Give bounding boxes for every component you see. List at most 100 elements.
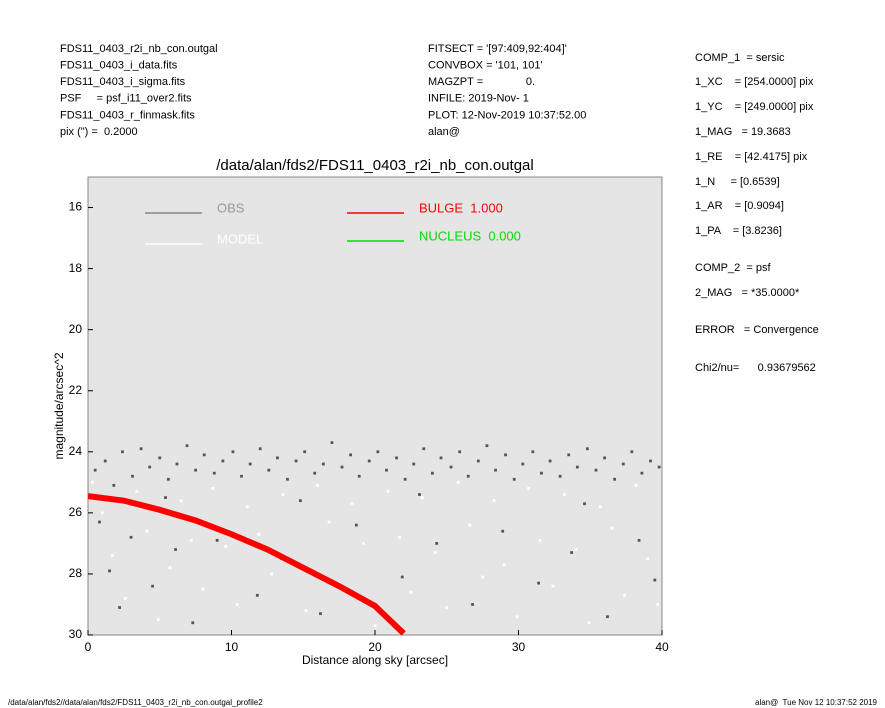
data-point xyxy=(321,462,325,466)
data-point xyxy=(139,447,143,451)
data-point xyxy=(110,554,114,558)
data-point xyxy=(135,490,139,493)
data-point xyxy=(240,474,243,478)
legend-label: MODEL xyxy=(217,231,263,246)
data-point xyxy=(538,538,542,542)
data-point xyxy=(221,459,225,463)
header-left-line: FDS11_0403_i_data.fits xyxy=(60,60,178,72)
data-point xyxy=(151,584,154,588)
parameter-line: 1_XC = [254.0000] pix xyxy=(695,76,814,88)
data-point xyxy=(340,465,344,469)
data-point xyxy=(267,468,271,472)
data-point xyxy=(420,496,424,499)
header-left-line: pix (") = 0.2000 xyxy=(60,126,138,138)
header-left-line: PSF = psf_i11_over2.fits xyxy=(60,93,192,105)
x-tick-label: 30 xyxy=(512,640,526,654)
header-left-line: FDS11_0403_r2i_nb_con.outgal xyxy=(60,43,218,55)
profile-line xyxy=(88,493,406,635)
data-point xyxy=(587,621,591,625)
data-point xyxy=(270,572,274,576)
data-point xyxy=(100,511,104,515)
data-point xyxy=(492,499,496,503)
plot: OBS MODEL BULGE 1.000 NUCLEUS 0.000 xyxy=(87,176,663,636)
data-point xyxy=(168,566,172,570)
data-point xyxy=(281,493,285,496)
header-middle-line: alan@ xyxy=(428,126,460,138)
data-point xyxy=(466,474,470,478)
data-point xyxy=(435,542,439,545)
data-point xyxy=(623,593,627,597)
data-point xyxy=(224,545,228,548)
data-point xyxy=(189,538,193,542)
data-point xyxy=(548,459,552,463)
data-point xyxy=(112,483,116,487)
data-point xyxy=(613,477,617,481)
data-point xyxy=(357,474,361,478)
data-point xyxy=(257,532,261,536)
data-point xyxy=(563,493,566,496)
data-point xyxy=(445,606,449,609)
header-middle-line: PLOT: 12-Nov-2019 10:37:52.00 xyxy=(428,109,586,121)
footer-left: /data/alan/fds2//data/alan/fds2/FDS11_04… xyxy=(8,698,263,707)
legend-label: NUCLEUS 0.000 xyxy=(419,228,521,243)
y-tick-label: 26 xyxy=(69,505,83,519)
data-point xyxy=(212,471,216,475)
x-tick-label: 10 xyxy=(225,640,239,654)
footer-right: alan@ Tue Nov 12 10:37:52 2019 xyxy=(755,698,878,707)
data-point xyxy=(575,465,579,469)
data-point xyxy=(90,480,94,484)
data-point xyxy=(294,459,298,463)
data-point xyxy=(98,520,101,524)
data-point xyxy=(248,462,252,466)
data-point xyxy=(174,548,177,551)
data-point xyxy=(494,468,497,472)
data-point xyxy=(621,462,625,466)
y-tick-label: 24 xyxy=(69,444,83,458)
data-point xyxy=(540,471,543,475)
y-tick-label: 16 xyxy=(69,200,83,214)
data-point xyxy=(258,447,262,451)
data-point xyxy=(354,523,358,527)
data-point xyxy=(215,538,219,542)
data-point xyxy=(653,578,657,582)
data-point xyxy=(191,621,195,625)
data-point xyxy=(145,529,149,533)
header-middle-line: MAGZPT = 0. xyxy=(428,76,535,88)
data-point xyxy=(211,487,215,490)
data-point xyxy=(103,459,107,463)
x-tick-label: 40 xyxy=(655,640,669,654)
data-point xyxy=(649,459,652,463)
data-point xyxy=(376,450,380,454)
data-point xyxy=(121,450,124,454)
data-point xyxy=(515,615,519,619)
data-point xyxy=(527,487,530,490)
data-point xyxy=(433,551,437,554)
data-point xyxy=(245,505,249,509)
data-point xyxy=(657,465,661,469)
data-point xyxy=(640,471,644,475)
y-tick-label: 28 xyxy=(69,566,83,580)
parameter-line: 1_PA = [3.8236] xyxy=(695,225,782,237)
parameter-line: 1_YC = [249.0000] pix xyxy=(695,101,814,113)
data-point xyxy=(304,609,308,612)
data-point xyxy=(606,615,609,619)
data-point xyxy=(350,502,354,506)
data-point xyxy=(201,587,205,591)
data-point xyxy=(385,468,388,472)
parameter-line: 1_RE = [42.4175] pix xyxy=(695,151,808,163)
data-point xyxy=(634,483,638,487)
data-point xyxy=(598,505,602,509)
data-point xyxy=(185,444,189,448)
data-point xyxy=(175,462,179,466)
data-point xyxy=(485,444,489,448)
data-point xyxy=(501,529,505,533)
data-point xyxy=(131,474,134,478)
header-middle-line: CONVBOX = '101, 101' xyxy=(428,60,543,72)
y-tick-label: 18 xyxy=(69,261,83,275)
data-point xyxy=(123,596,127,600)
data-point xyxy=(386,490,390,493)
data-point xyxy=(512,477,516,481)
data-point xyxy=(108,569,111,573)
data-point xyxy=(397,535,401,539)
data-point xyxy=(481,575,485,579)
